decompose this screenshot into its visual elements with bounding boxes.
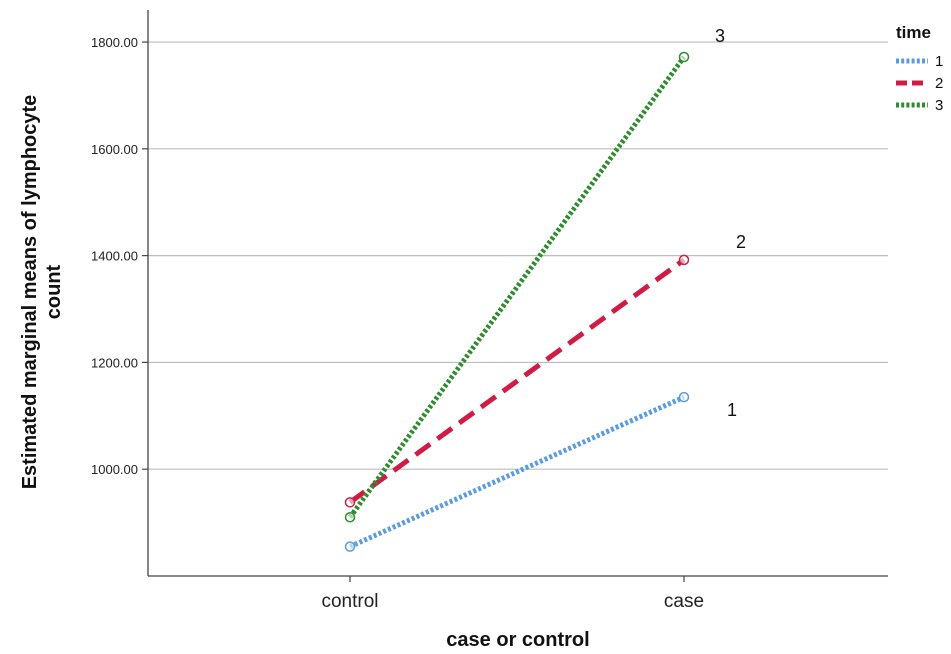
x-tick-label: case: [664, 591, 704, 612]
y-tick-label: 1000.00: [91, 462, 138, 477]
data-point-1-control: [344, 541, 356, 552]
annotation-2: 2: [736, 232, 746, 252]
line-annotations: 3 2 1: [715, 26, 746, 420]
annotation-3: 3: [715, 26, 725, 46]
annotation-1: 1: [727, 400, 737, 420]
legend-label-2: 2: [935, 75, 943, 92]
y-axis-title-line-2: count: [43, 264, 65, 319]
y-tick-label: 1600.00: [91, 142, 138, 157]
y-tick-label: 1800.00: [91, 35, 138, 50]
grid-lines: [148, 41, 888, 470]
y-tick-label: 1200.00: [91, 355, 138, 370]
series-line-3: [347, 55, 687, 519]
y-tick-label: 1400.00: [91, 249, 138, 264]
series-lines: [344, 51, 690, 552]
series-line-2: [348, 257, 686, 505]
data-point-3-case: [678, 51, 690, 63]
y-tick-labels: 1000.00 1200.00 1400.00 1600.00 1800.00: [91, 35, 148, 477]
legend-label-1: 1: [935, 53, 943, 70]
y-axis-title-line-1: Estimated marginal means of lymphocyte: [19, 95, 41, 490]
data-point-2-control: [344, 497, 356, 508]
legend-label-3: 3: [935, 97, 943, 114]
data-point-2-case: [678, 254, 690, 266]
x-tick-label: control: [321, 591, 378, 612]
data-point-3-control: [344, 512, 356, 523]
series-line-1: [348, 394, 686, 549]
legend-title: time: [896, 23, 931, 42]
x-axis-title: case or control: [446, 629, 589, 651]
x-tick-labels: control case: [321, 576, 704, 612]
legend: time 1 2 3: [896, 23, 943, 114]
data-point-1-case: [678, 391, 690, 403]
